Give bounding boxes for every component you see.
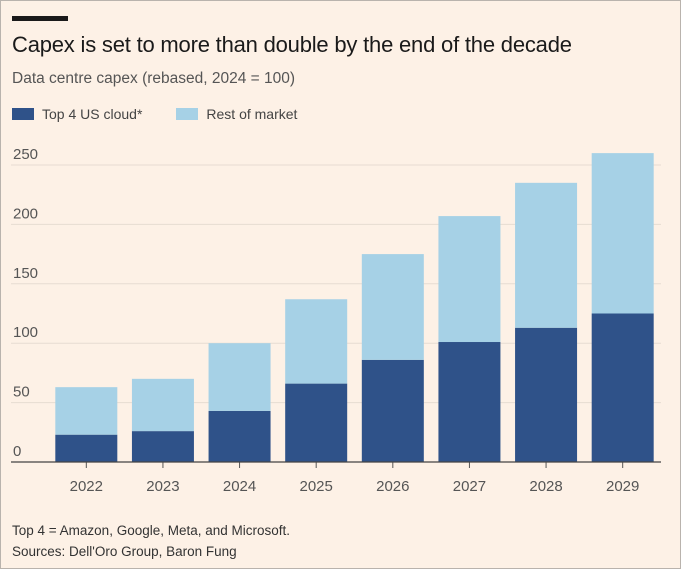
x-tick-label-2026: 2026 bbox=[376, 478, 409, 495]
x-tick-label-2022: 2022 bbox=[70, 478, 103, 495]
y-tick-label-100: 100 bbox=[13, 324, 38, 341]
legend-label-top4: Top 4 US cloud* bbox=[42, 106, 143, 122]
bar-top4-2028 bbox=[515, 327, 578, 462]
bar-rest-2025 bbox=[285, 299, 348, 384]
top-rule bbox=[12, 16, 68, 21]
x-tick-label-2025: 2025 bbox=[300, 478, 333, 495]
bar-top4-2026 bbox=[361, 359, 424, 462]
bar-top4-2029 bbox=[591, 313, 654, 462]
bar-rest-2026 bbox=[361, 254, 424, 360]
bar-top4-2023 bbox=[131, 431, 194, 462]
y-tick-label-200: 200 bbox=[13, 205, 38, 222]
x-tick-label-2024: 2024 bbox=[223, 478, 256, 495]
legend: Top 4 US cloud* Rest of market bbox=[12, 106, 331, 122]
footnote: Top 4 = Amazon, Google, Meta, and Micros… bbox=[12, 523, 291, 538]
bar-rest-2022 bbox=[55, 387, 118, 435]
y-tick-label-50: 50 bbox=[13, 384, 30, 401]
source-note: Sources: Dell'Oro Group, Baron Fung bbox=[12, 544, 237, 559]
stacked-bar-chart: 0 50 100 150 200 250 2022 2023 2024 2025 2026 2027 2… bbox=[11, 146, 661, 495]
chart-subtitle: Data centre capex (rebased, 2024 = 100) bbox=[12, 70, 296, 87]
legend-item-rest: Rest of market bbox=[176, 106, 297, 122]
x-tick-label-2028: 2028 bbox=[529, 478, 562, 495]
x-tick-label-2027: 2027 bbox=[453, 478, 486, 495]
x-tick-label-2023: 2023 bbox=[146, 478, 179, 495]
bar-rest-2024 bbox=[208, 343, 271, 411]
bar-top4-2024 bbox=[208, 410, 271, 462]
y-tick-label-150: 150 bbox=[13, 265, 38, 282]
bar-rest-2029 bbox=[591, 153, 654, 314]
chart-title: Capex is set to more than double by the … bbox=[12, 32, 572, 57]
x-tick-label-2029: 2029 bbox=[606, 478, 639, 495]
bar-rest-2027 bbox=[438, 216, 501, 343]
legend-swatch-top4 bbox=[12, 108, 34, 120]
bar-rest-2023 bbox=[131, 378, 194, 432]
legend-item-top4: Top 4 US cloud* bbox=[12, 106, 142, 122]
y-tick-label-0: 0 bbox=[13, 443, 21, 460]
bar-top4-2025 bbox=[285, 383, 348, 462]
legend-swatch-rest bbox=[176, 108, 199, 120]
bar-rest-2028 bbox=[515, 182, 578, 328]
bar-top4-2027 bbox=[438, 342, 501, 462]
y-tick-label-250: 250 bbox=[13, 146, 38, 163]
legend-label-rest: Rest of market bbox=[206, 106, 298, 122]
bar-top4-2022 bbox=[55, 434, 118, 462]
